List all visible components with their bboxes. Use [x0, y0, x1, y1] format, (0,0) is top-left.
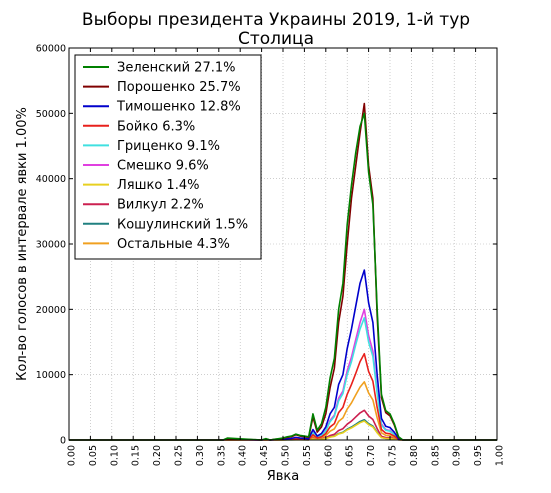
legend-box [74, 54, 262, 260]
legend-label: Вилкул 2.2% [117, 198, 204, 213]
x-tick-label: 0.95 [473, 445, 484, 466]
x-tick-label: 0.55 [302, 445, 313, 466]
y-axis-label: Кол-во голосов в интервале явки 1.00% [15, 107, 30, 381]
chart-title: Выборы президента Украины 2019, 1-й тур [82, 10, 470, 30]
y-tick-label: 60000 [36, 44, 66, 55]
x-tick-label: 0.50 [281, 445, 292, 466]
legend-label: Бойко 6.3% [117, 119, 195, 134]
x-tick-label: 0.20 [152, 445, 163, 466]
x-tick-label: 0.35 [216, 445, 227, 466]
x-tick-label: 0.00 [67, 445, 78, 466]
x-axis-ticks: 0.00 0.05 0.10 0.15 0.20 0.25 0.30 0.35 0.40 0.45… [67, 48, 506, 466]
legend-label: Порошенко 25.7% [117, 80, 241, 95]
x-tick-label: 0.45 [259, 445, 270, 466]
x-tick-label: 0.65 [345, 445, 356, 466]
x-tick-label: 0.15 [131, 445, 142, 466]
x-tick-label: 0.30 [195, 445, 206, 466]
x-tick-label: 0.75 [388, 445, 399, 466]
legend-label: Гриценко 9.1% [117, 139, 220, 154]
legend-label: Остальные 4.3% [117, 237, 230, 252]
x-tick-label: 0.10 [109, 445, 120, 466]
series-line-1 [69, 112, 497, 441]
x-tick-label: 0.40 [238, 445, 249, 466]
x-tick-label: 0.80 [409, 445, 420, 466]
x-tick-label: 0.90 [452, 445, 463, 466]
legend-label: Зеленский 27.1% [117, 61, 235, 76]
y-tick-label: 50000 [36, 109, 66, 120]
y-axis-ticks: 0 10000 20000 30000 40000 50000 60000 [36, 44, 497, 447]
x-tick-label: 0.85 [430, 445, 441, 466]
x-tick-label: 0.05 [88, 445, 99, 466]
legend-items: Зеленский 27.1% Порошенко 25.7% Тимошенко … [83, 61, 248, 252]
x-tick-label: 0.25 [174, 445, 185, 466]
y-tick-label: 40000 [36, 174, 66, 185]
x-tick-label: 0.70 [366, 445, 377, 466]
legend-label: Ляшко 1.4% [117, 178, 199, 193]
x-tick-label: 1.00 [495, 445, 506, 466]
y-tick-label: 10000 [36, 370, 66, 381]
legend: Зеленский 27.1% Порошенко 25.7% Тимошенко … [74, 54, 262, 260]
chart-subtitle: Столица [238, 29, 314, 49]
x-axis-label: Явка [267, 469, 300, 484]
legend-label: Тимошенко 12.8% [116, 100, 241, 115]
legend-label: Смешко 9.6% [117, 159, 209, 174]
legend-label: Кошулинский 1.5% [117, 217, 248, 232]
y-tick-label: 30000 [36, 240, 66, 251]
y-tick-label: 0 [60, 436, 66, 447]
y-tick-label: 20000 [36, 305, 66, 316]
x-tick-label: 0.60 [323, 445, 334, 466]
